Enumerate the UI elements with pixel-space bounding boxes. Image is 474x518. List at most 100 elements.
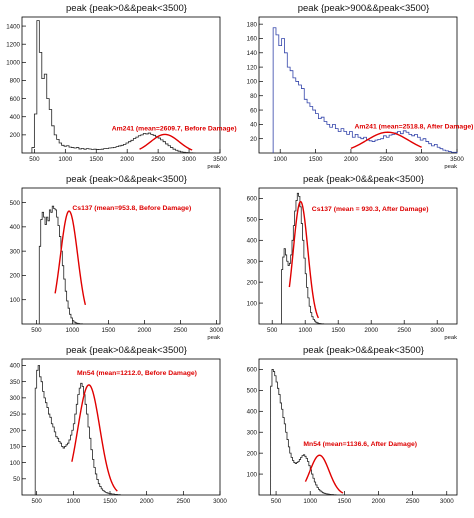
x-tick-label: 2000 — [344, 156, 358, 163]
y-tick-label: 400 — [10, 363, 21, 370]
x-tick-label: 1000 — [273, 156, 287, 163]
y-tick-label: 20 — [250, 136, 257, 143]
histogram-outline — [270, 369, 337, 496]
histogram-panel: peak {peak>0&&peak<3500} 500 1000 1500 2000 2… — [0, 342, 237, 513]
y-tick-label: 160 — [247, 36, 258, 43]
chart-title: peak {peak>0&&peak<3500} — [303, 345, 424, 356]
histogram-outline — [272, 27, 458, 153]
y-tick-label: 1000 — [6, 60, 20, 67]
fit-annotation: Cs137 (mean = 930.3, After Damage) — [312, 206, 429, 213]
histogram-panel: peak {peak>0&&peak<3500} 500 1000 1500 2000 2… — [237, 342, 474, 513]
chart-title: peak {peak>0&&peak<3500} — [66, 3, 187, 14]
chart-title: peak {peak>900&&peak<3500} — [298, 3, 430, 14]
x-tick-label: 2000 — [120, 156, 134, 163]
y-tick-label: 300 — [10, 248, 21, 255]
chart-title: peak {peak>0&&peak<3500} — [66, 345, 187, 356]
y-tick-label: 400 — [10, 114, 21, 121]
gaussian-fit-curve — [350, 131, 422, 150]
x-tick-label: 1500 — [89, 156, 103, 163]
x-tick-label: 2500 — [379, 156, 393, 163]
x-axis-label: peak — [444, 164, 457, 170]
histogram-panel: peak {peak>900&&peak<3500} 1000 1500 2000 25… — [237, 0, 474, 171]
histogram-outline — [34, 365, 121, 496]
y-tick-label: 50 — [13, 476, 20, 483]
plot-frame — [21, 16, 221, 154]
y-tick-label: 100 — [10, 297, 21, 304]
y-tick-label: 100 — [247, 300, 258, 307]
x-tick-label: 3000 — [213, 498, 227, 505]
histogram-panel: peak {peak>0&&peak<3500} 500 1000 1500 2000 2… — [0, 0, 237, 171]
y-tick-label: 400 — [247, 238, 258, 245]
fit-annotation: Am241 (mean=2609.7, Before Damage) — [112, 125, 237, 132]
plot-frame — [21, 187, 221, 325]
chart-title: peak {peak>0&&peak<3500} — [66, 174, 187, 185]
y-tick-label: 200 — [10, 273, 21, 280]
plot-frame — [258, 358, 458, 496]
histogram-svg: peak {peak>0&&peak<3500} 500 1000 1500 2000 2… — [10, 174, 224, 341]
y-tick-label: 180 — [247, 21, 258, 28]
y-tick-label: 200 — [247, 279, 258, 286]
x-tick-label: 1000 — [66, 498, 80, 505]
x-tick-label: 3500 — [450, 156, 464, 163]
x-tick-label: 3000 — [182, 156, 196, 163]
x-tick-label: 500 — [267, 327, 278, 334]
fit-annotation: Am241 (mean=2518.8, After Damage) — [354, 124, 473, 131]
x-tick-label: 500 — [31, 327, 42, 334]
y-tick-label: 300 — [247, 429, 258, 436]
y-tick-label: 100 — [247, 79, 258, 86]
x-tick-label: 2500 — [397, 327, 411, 334]
y-tick-label: 200 — [247, 450, 258, 457]
x-tick-label: 2500 — [174, 327, 188, 334]
histogram-svg: peak {peak>0&&peak<3500} 500 1000 1500 2000 2… — [247, 174, 458, 341]
plot-frame — [258, 187, 458, 325]
y-tick-label: 350 — [10, 379, 21, 386]
histogram-svg: peak {peak>900&&peak<3500} 1000 1500 2000 25… — [247, 3, 474, 170]
x-tick-label: 3000 — [440, 498, 454, 505]
y-tick-label: 140 — [247, 50, 258, 57]
x-tick-label: 1500 — [337, 498, 351, 505]
x-tick-label: 2500 — [151, 156, 165, 163]
x-tick-label: 1000 — [58, 156, 72, 163]
chart-title: peak {peak>0&&peak<3500} — [303, 174, 424, 185]
y-tick-label: 40 — [250, 122, 257, 129]
x-tick-label: 3000 — [430, 327, 444, 334]
gaussian-fit-curve — [288, 200, 320, 319]
histogram-svg: peak {peak>0&&peak<3500} 500 1000 1500 2000 2… — [6, 3, 237, 170]
fit-annotation: Mn54 (mean=1136.6, After Damage) — [303, 441, 417, 448]
histogram-svg: peak {peak>0&&peak<3500} 500 1000 1500 2000 2… — [247, 345, 458, 505]
gaussian-fit-curve — [54, 210, 87, 306]
y-tick-label: 1200 — [6, 41, 20, 48]
histogram-outline — [38, 205, 83, 325]
x-axis-label: peak — [207, 335, 220, 341]
histogram-outline — [31, 20, 196, 154]
gaussian-fit-curve — [71, 384, 118, 492]
x-tick-label: 2000 — [138, 327, 152, 334]
gaussian-fit-curve — [304, 454, 344, 494]
x-tick-label: 1500 — [103, 498, 117, 505]
plot-frame — [258, 16, 458, 154]
y-tick-label: 150 — [10, 444, 21, 451]
x-tick-label: 3500 — [213, 156, 227, 163]
x-tick-label: 500 — [29, 156, 40, 163]
x-tick-label: 2500 — [176, 498, 190, 505]
x-tick-label: 2000 — [372, 498, 386, 505]
y-tick-label: 600 — [247, 196, 258, 203]
fit-annotation: Cs137 (mean=953.8, Before Damage) — [72, 205, 191, 212]
y-tick-label: 600 — [10, 96, 21, 103]
y-tick-label: 400 — [247, 409, 258, 416]
x-tick-label: 500 — [271, 498, 282, 505]
fit-annotation: Mn54 (mean=1212.0, Before Damage) — [77, 370, 197, 377]
x-tick-label: 2000 — [364, 327, 378, 334]
y-tick-label: 800 — [10, 78, 21, 85]
x-tick-label: 1500 — [102, 327, 116, 334]
y-tick-label: 500 — [10, 200, 21, 207]
x-tick-label: 1500 — [331, 327, 345, 334]
y-tick-label: 80 — [250, 93, 257, 100]
y-tick-label: 100 — [247, 471, 258, 478]
y-tick-label: 400 — [10, 224, 21, 231]
gaussian-fit-curve — [139, 133, 193, 151]
y-tick-label: 1400 — [6, 23, 20, 30]
x-tick-label: 500 — [32, 498, 43, 505]
x-tick-label: 3000 — [415, 156, 429, 163]
y-tick-label: 120 — [247, 64, 258, 71]
